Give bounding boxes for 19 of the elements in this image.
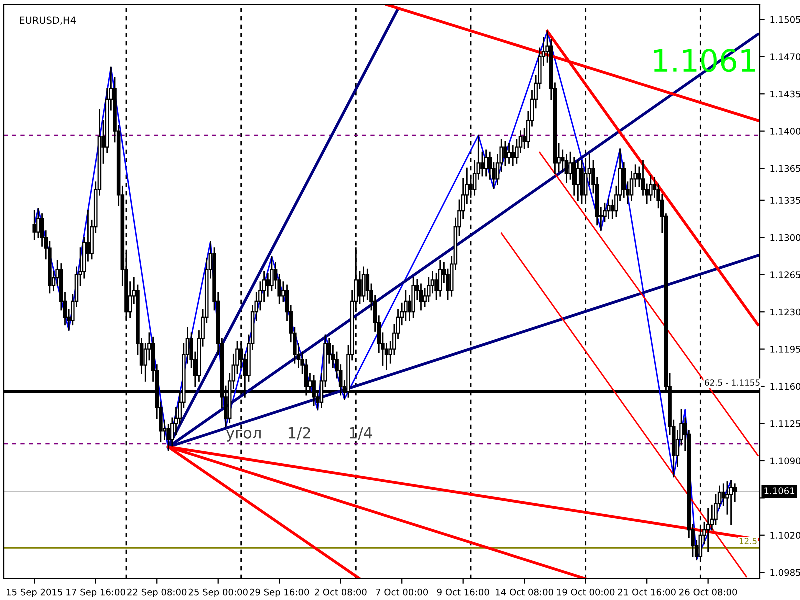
x-tick-label: 25 Sep 00:00 (188, 588, 248, 598)
annotation: 1/2 (288, 427, 310, 440)
x-tick-label: 22 Sep 08:00 (128, 588, 187, 598)
x-tick-label: 9 Oct 16:00 (437, 588, 490, 596)
annotation: 62.5 - 1.1155 (705, 380, 760, 386)
x-tick-label: 15 Sep 2015 (7, 588, 62, 598)
annotation: 12.5 (740, 538, 757, 544)
x-tick-label: 26 Oct 08:00 (680, 588, 738, 596)
x-tick-label: 14 Oct 08:00 (496, 588, 554, 596)
x-tick-label: 7 Oct 00:00 (376, 588, 428, 596)
annotation: угол (226, 430, 261, 442)
annotation: 1/4 (350, 428, 372, 440)
x-tick-label: 17 Sep 16:00 (66, 588, 126, 598)
x-tick-label: 29 Sep 16:00 (250, 588, 310, 598)
text: EURUSD,H4 (20, 16, 76, 26)
x-tick-label: 21 Oct 16:00 (618, 588, 676, 596)
ref-line-label: 1.1061 (764, 488, 795, 494)
x-tick-label: 2 Oct 08:00 (314, 588, 367, 596)
x-tick-label: 19 Oct 00:00 (557, 588, 615, 596)
